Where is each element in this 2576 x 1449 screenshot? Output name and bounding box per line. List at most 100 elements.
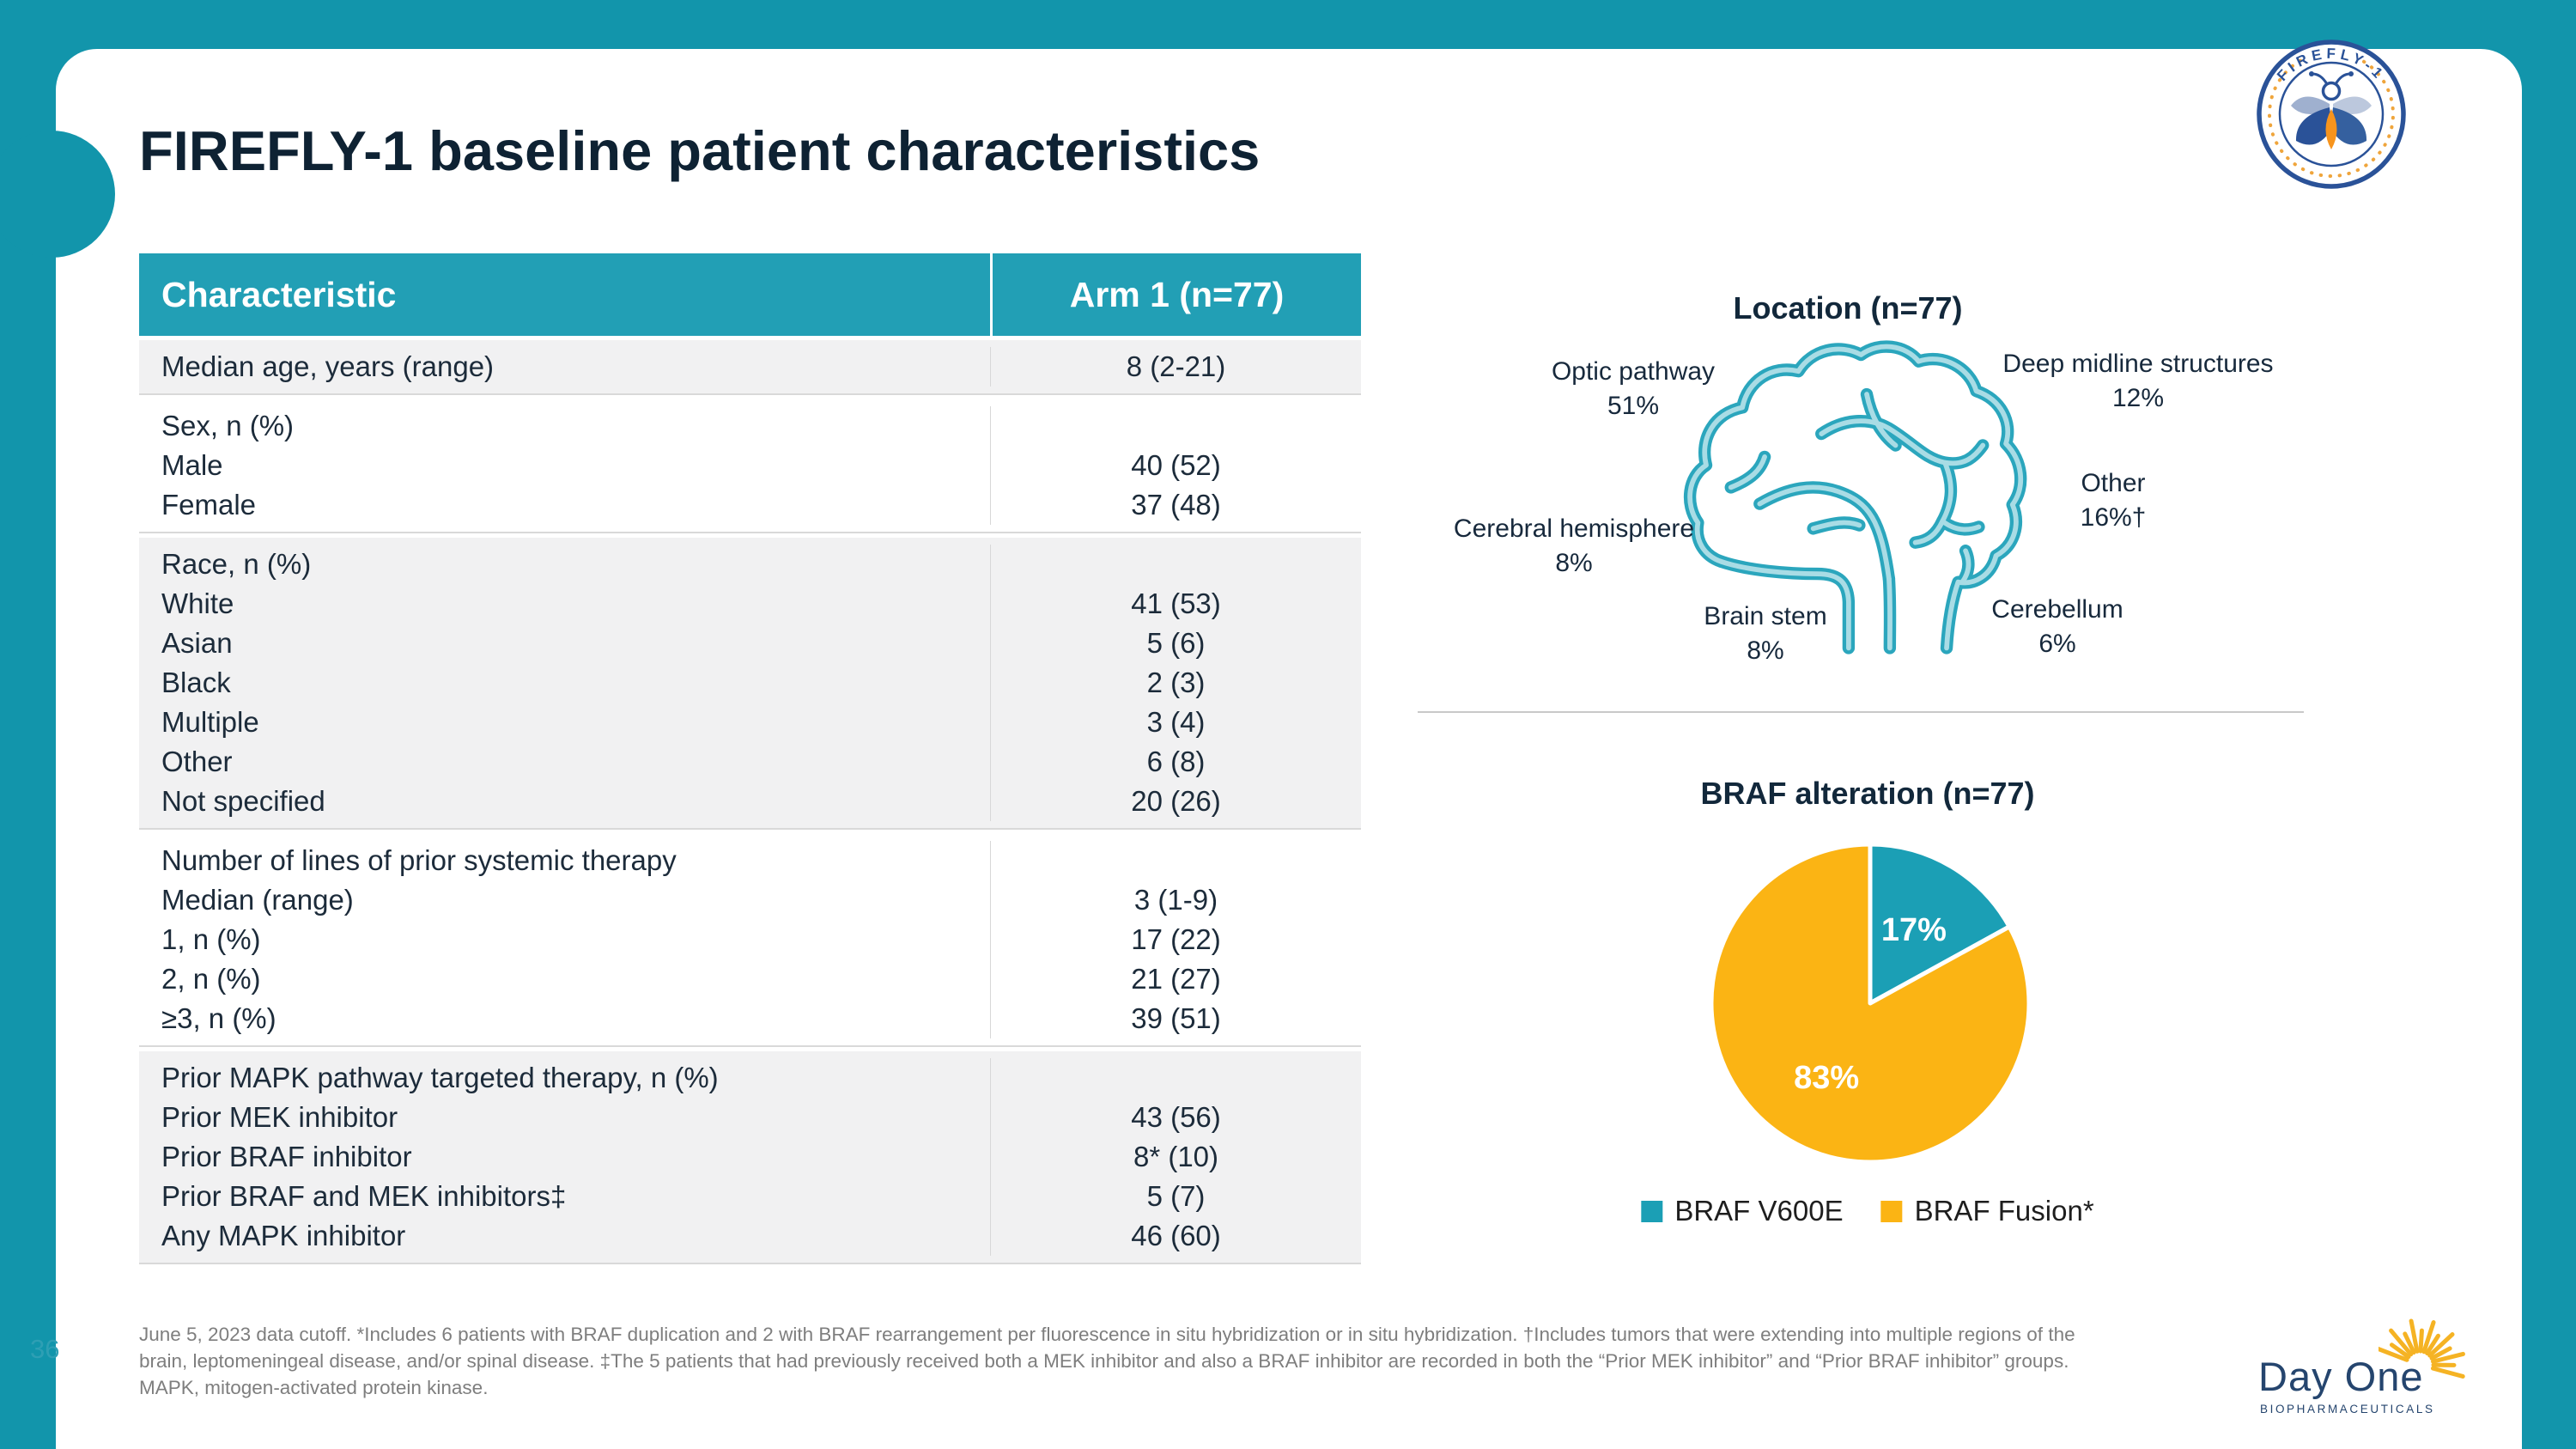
day-one-logo: Day One BIOPHARMACEUTICALS: [2250, 1293, 2507, 1447]
table-section: Sex, n (%) Male 40 (52) Female 37 (48): [139, 399, 1361, 533]
table-row: Asian 5 (6): [139, 624, 1361, 663]
row-value: 6 (8): [990, 742, 1361, 782]
location-label-cerebral-hemisphere: Cerebral hemisphere 8%: [1453, 514, 1695, 577]
table-row: Race, n (%): [139, 545, 1361, 584]
table-row: 2, n (%) 21 (27): [139, 959, 1361, 999]
table-row: White 41 (53): [139, 584, 1361, 624]
table-body: Median age, years (range) 8 (2-21) Sex, n …: [139, 340, 1361, 1264]
row-value: 2 (3): [990, 663, 1361, 703]
footnote: June 5, 2023 data cutoff. *Includes 6 pa…: [139, 1321, 2234, 1401]
row-label: Sex, n (%): [161, 410, 295, 441]
table-row: Black 2 (3): [139, 663, 1361, 703]
pie-legend: BRAF V600E BRAF Fusion*: [1641, 1195, 2094, 1227]
row-value: 17 (22): [990, 920, 1361, 959]
pie-slice-percentage-label: 17%: [1881, 912, 1947, 948]
table-row: Prior BRAF and MEK inhibitors‡ 5 (7): [139, 1177, 1361, 1216]
table-row: Multiple 3 (4): [139, 703, 1361, 742]
section-divider-line: [1418, 711, 2304, 713]
table-row: Prior BRAF inhibitor 8* (10): [139, 1137, 1361, 1177]
sunrise-icon: [2379, 1318, 2465, 1379]
column-header-arm1: Arm 1 (n=77): [990, 253, 1361, 336]
footnote-line: June 5, 2023 data cutoff. *Includes 6 pa…: [139, 1324, 2075, 1345]
footnote-line: MAPK, mitogen-activated protein kinase.: [139, 1377, 489, 1398]
left-notch-decoration: [0, 131, 115, 258]
row-value: 39 (51): [990, 999, 1361, 1038]
row-label: White: [161, 588, 234, 619]
table-row: Any MAPK inhibitor 46 (60): [139, 1216, 1361, 1256]
table-row: Prior MAPK pathway targeted therapy, n (…: [139, 1058, 1361, 1098]
table-header-row: Characteristic Arm 1 (n=77): [139, 253, 1361, 336]
table-section: Race, n (%) White 41 (53) Asian 5 (6) Black 2 …: [139, 538, 1361, 830]
legend-swatch-teal: [1641, 1200, 1663, 1222]
legend-label: BRAF V600E: [1674, 1195, 1844, 1227]
row-value: 5 (6): [990, 624, 1361, 663]
row-value: 20 (26): [990, 782, 1361, 821]
row-label: Prior MAPK pathway targeted therapy, n (…: [161, 1062, 719, 1093]
row-value: 3 (4): [990, 703, 1361, 742]
table-row: Sex, n (%): [139, 406, 1361, 446]
firefly-logo-icon: FIREFLY-1: [2257, 40, 2406, 189]
row-value: [990, 406, 1361, 446]
day-one-wordmark: Day One: [2258, 1354, 2424, 1399]
legend-item-braf-fusion: BRAF Fusion*: [1880, 1195, 2094, 1227]
table-row: Number of lines of prior systemic therap…: [139, 841, 1361, 880]
row-value: 40 (52): [990, 446, 1361, 485]
row-value: [990, 545, 1361, 584]
location-label-deep-midline: Deep midline structures 12%: [2002, 350, 2274, 412]
row-label: Median age, years (range): [161, 350, 495, 382]
braf-alteration-pie-chart: 17% 83%: [1698, 831, 2042, 1179]
row-value: [990, 841, 1361, 880]
table-section: Prior MAPK pathway targeted therapy, n (…: [139, 1051, 1361, 1264]
legend-label: BRAF Fusion*: [1914, 1195, 2094, 1227]
location-chart-title: Location (n=77): [1733, 290, 1963, 326]
row-label: Prior MEK inhibitor: [161, 1101, 398, 1133]
row-label: Prior BRAF and MEK inhibitors‡: [161, 1180, 567, 1212]
pie-chart-title: BRAF alteration (n=77): [1700, 776, 2035, 811]
table-row: Male 40 (52): [139, 446, 1361, 485]
pie-slice-percentage-label: 83%: [1794, 1060, 1859, 1096]
table-row: ≥3, n (%) 39 (51): [139, 999, 1361, 1038]
column-header-characteristic: Characteristic: [161, 274, 397, 314]
row-value: 5 (7): [990, 1177, 1361, 1216]
row-label: Median (range): [161, 884, 354, 916]
location-label-brain-stem: Brain stem 8%: [1704, 602, 1827, 665]
row-label: Multiple: [161, 706, 259, 738]
baseline-characteristics-table: Characteristic Arm 1 (n=77) Median age, …: [139, 253, 1361, 1264]
row-label: Male: [161, 449, 223, 481]
row-value: [990, 1058, 1361, 1098]
row-value: 21 (27): [990, 959, 1361, 999]
row-label: Female: [161, 489, 257, 521]
row-value: 8 (2-21): [990, 347, 1361, 387]
row-value: 41 (53): [990, 584, 1361, 624]
location-label-optic-pathway: Optic pathway 51%: [1551, 357, 1716, 420]
row-label: Not specified: [161, 785, 325, 817]
row-label: Other: [161, 746, 233, 777]
row-label: Any MAPK inhibitor: [161, 1220, 406, 1251]
table-row: Other 6 (8): [139, 742, 1361, 782]
pie-slice: [1709, 842, 2032, 1165]
legend-item-braf-v600e: BRAF V600E: [1641, 1195, 1844, 1227]
row-value: 46 (60): [990, 1216, 1361, 1256]
row-label: Asian: [161, 627, 233, 659]
row-value: 8* (10): [990, 1137, 1361, 1177]
row-label: Race, n (%): [161, 548, 312, 580]
pie-slice: [1868, 842, 2012, 1006]
row-label: ≥3, n (%): [161, 1002, 276, 1034]
table-row: Prior MEK inhibitor 43 (56): [139, 1098, 1361, 1137]
row-label: Prior BRAF inhibitor: [161, 1141, 412, 1172]
table-row: Female 37 (48): [139, 485, 1361, 525]
table-row: Median (range) 3 (1-9): [139, 880, 1361, 920]
table-row: Median age, years (range) 8 (2-21): [139, 347, 1361, 387]
table-row: Not specified 20 (26): [139, 782, 1361, 821]
footnote-line: brain, leptomeningeal disease, and/or sp…: [139, 1350, 2069, 1372]
row-label: 1, n (%): [161, 923, 261, 955]
table-section: Number of lines of prior systemic therap…: [139, 834, 1361, 1047]
location-label-other: Other 16%†: [2080, 469, 2147, 532]
location-label-cerebellum: Cerebellum 6%: [1991, 595, 2123, 658]
row-value: 43 (56): [990, 1098, 1361, 1137]
table-section: Median age, years (range) 8 (2-21): [139, 340, 1361, 395]
day-one-subtitle: BIOPHARMACEUTICALS: [2260, 1403, 2435, 1416]
table-row: 1, n (%) 17 (22): [139, 920, 1361, 959]
page-number: 36: [30, 1334, 60, 1364]
